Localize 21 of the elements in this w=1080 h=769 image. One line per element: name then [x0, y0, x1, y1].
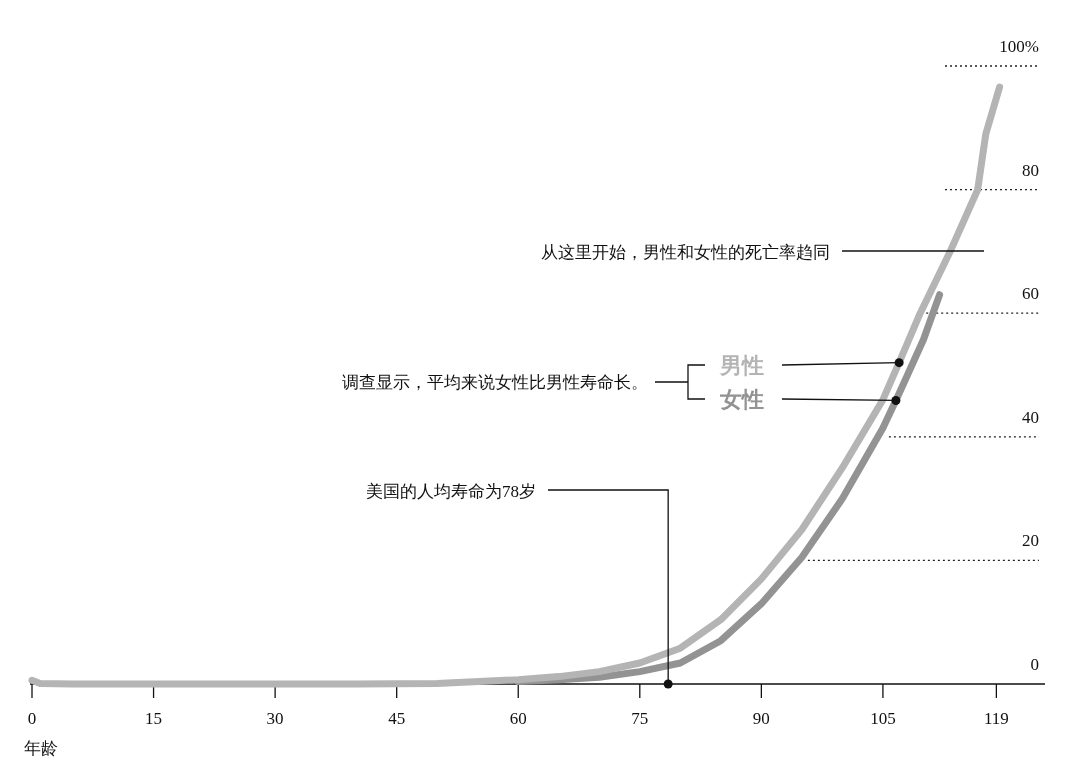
annotation: 从这里开始，男性和女性的死亡率趋同	[541, 243, 830, 262]
y-tick-label: 40	[1022, 407, 1039, 427]
y-tick-label: 80	[1022, 160, 1039, 180]
y-tick-label: 60	[1022, 284, 1039, 304]
x-axis-title: 年龄	[24, 739, 58, 758]
y-tick-label: 20	[1022, 531, 1039, 551]
annotation: 美国的人均寿命为78岁	[366, 482, 536, 501]
text: 女性	[719, 387, 764, 412]
x-tick-label: 105	[870, 709, 896, 728]
x-tick-label: 45	[388, 709, 406, 728]
annotation: 调查显示，平均来说女性比男性寿命长。	[342, 373, 648, 392]
y-tick-label: 0	[1030, 655, 1039, 674]
y-tick-label: 100%	[999, 37, 1039, 56]
x-tick-label: 15	[145, 709, 163, 728]
x-tick-label: 75	[631, 709, 649, 728]
x-tick-label: 119	[983, 709, 1009, 728]
text: 男性	[719, 353, 764, 378]
x-tick-label: 30	[266, 709, 284, 728]
x-tick-label: 60	[509, 709, 527, 728]
x-tick-label: 90	[752, 709, 770, 728]
x-tick-label: 0	[27, 709, 37, 728]
